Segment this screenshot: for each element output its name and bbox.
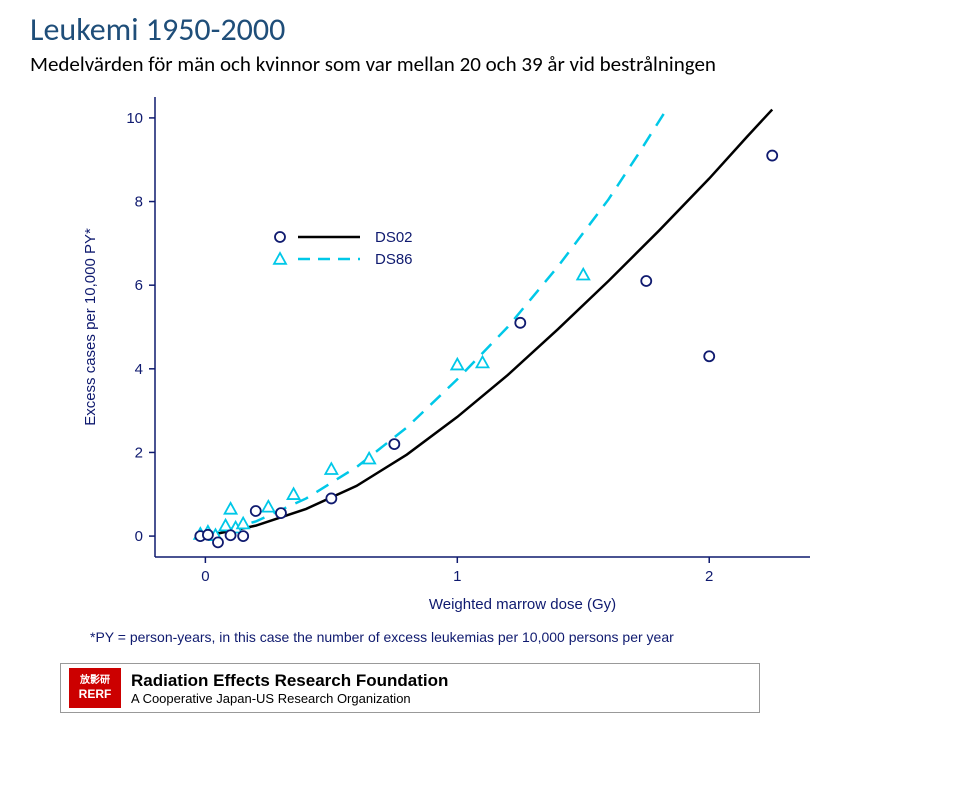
page-title: Leukemi 1950-2000 [30, 10, 930, 49]
svg-text:0: 0 [201, 568, 209, 585]
chart-container: 0 2 4 6 8 10 0 1 2 Weighted marrow dose (Gy) Exces… [60, 87, 840, 627]
svg-text:Weighted marrow dose (Gy): Weighted marrow dose (Gy) [429, 596, 616, 613]
svg-text:Excess cases per 10,000 PY*: Excess cases per 10,000 PY* [82, 228, 99, 426]
footer-sub: A Cooperative Japan-US Research Organiza… [131, 691, 448, 706]
logo-text: RERF [79, 688, 112, 700]
footnote-text: *PY = person-years, in this case the num… [90, 629, 930, 645]
svg-text:1: 1 [453, 568, 461, 585]
svg-text:4: 4 [135, 361, 143, 378]
svg-text:DS02: DS02 [375, 229, 413, 246]
footer-text: Radiation Effects Research Foundation A … [131, 671, 448, 706]
svg-text:6: 6 [135, 277, 143, 294]
page-subtitle: Medelvärden för män och kvinnor som var … [30, 51, 930, 77]
footer-main: Radiation Effects Research Foundation [131, 671, 448, 691]
svg-text:DS86: DS86 [375, 251, 413, 268]
footer-banner: 放影研 RERF Radiation Effects Research Foun… [60, 663, 760, 713]
svg-text:2: 2 [135, 444, 143, 461]
svg-text:8: 8 [135, 194, 143, 211]
svg-text:10: 10 [126, 110, 143, 127]
chart-svg: 0 2 4 6 8 10 0 1 2 Weighted marrow dose (Gy) Exces… [60, 87, 840, 627]
logo-cjk: 放影研 [80, 676, 110, 686]
svg-text:2: 2 [705, 568, 713, 585]
rerf-logo: 放影研 RERF [69, 668, 121, 708]
svg-text:0: 0 [135, 528, 143, 545]
